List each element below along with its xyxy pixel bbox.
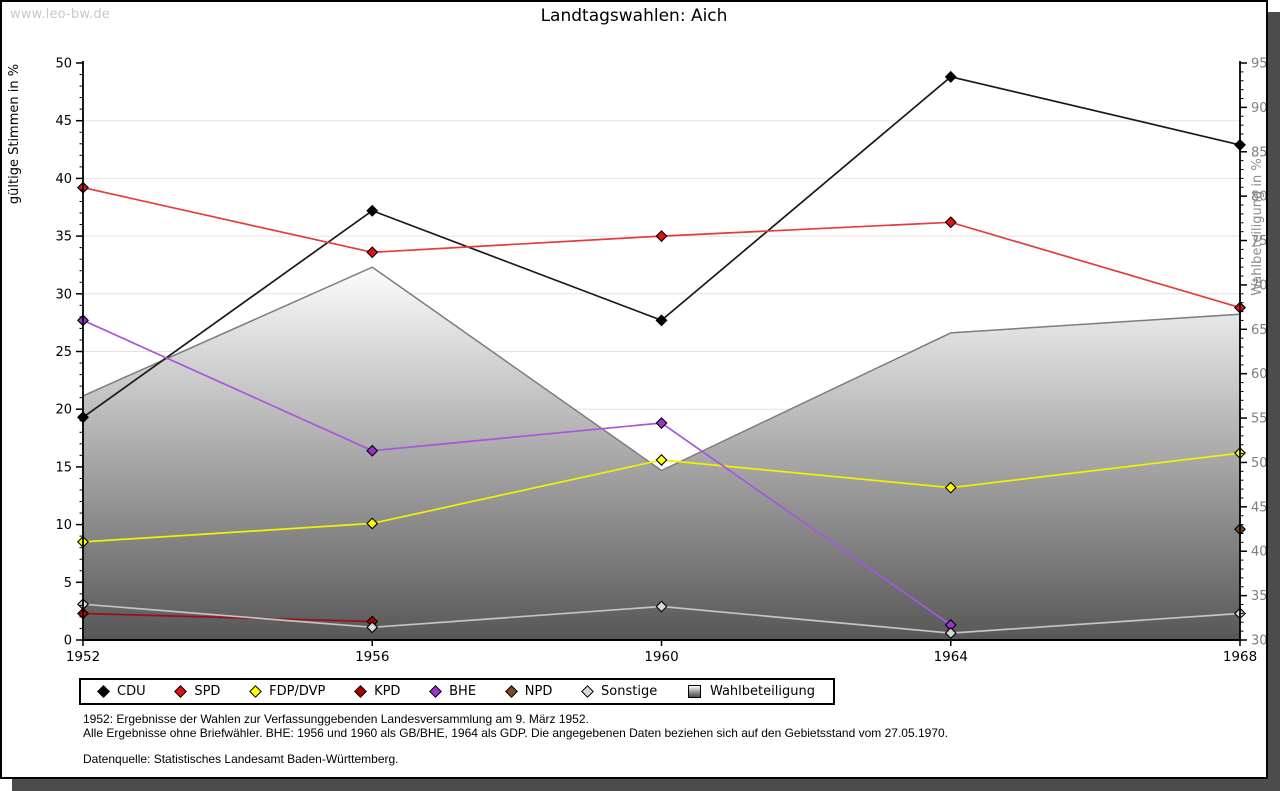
series-line-bhe (82, 319, 952, 626)
data-point (655, 600, 668, 613)
x-tick-label: 1964 (934, 649, 968, 665)
legend-item-npd: NPD (504, 684, 553, 699)
footnotes: 1952: Ergebnisse der Wahlen zur Verfassu… (83, 712, 1233, 767)
plot-area: 0 5 10 15 20 25 30 35 40 45 50 30 35 40 45 50 55 60 65 70 75… (2, 2, 1268, 672)
legend-item-spd: SPD (174, 684, 221, 699)
left-tick-label: 30 (55, 287, 72, 302)
data-point (655, 453, 668, 466)
data-point (366, 444, 379, 457)
data-point (655, 314, 668, 327)
chart-title: Landtagswahlen: Aich (540, 6, 728, 26)
left-tick-label: 15 (55, 460, 72, 475)
left-tick-label: 35 (55, 230, 72, 245)
left-tick-label: 0 (64, 634, 72, 649)
series-line-kpd (82, 612, 373, 623)
legend-label: BHE (449, 684, 477, 699)
right-tick-label: 60 (1251, 367, 1268, 382)
legend-swatch-wahlbeteiligung (687, 685, 701, 698)
left-tick-label: 40 (55, 172, 72, 187)
data-point (366, 621, 379, 634)
right-tick-label: 70 (1251, 278, 1268, 293)
footnote-source: Datenquelle: Statistisches Landesamt Bad… (83, 752, 399, 766)
right-tick-label: 95 (1251, 57, 1268, 72)
x-tick-label: 1952 (66, 649, 100, 665)
data-point (655, 417, 668, 430)
legend-item-fdp-dvp: FDP/DVP (249, 684, 326, 699)
legend-label: Wahlbeteiligung (709, 684, 815, 699)
chart-canvas: www.leo-bw.de Landtagswahlen: Aich 0 5 10 1… (0, 0, 1268, 779)
legend-swatch-fdp-dvp (249, 685, 262, 698)
data-point (944, 216, 957, 229)
data-point (655, 230, 668, 243)
right-tick-label: 55 (1251, 412, 1268, 427)
data-point (944, 481, 957, 494)
data-point (366, 204, 379, 217)
data-point (944, 627, 957, 640)
watermark: www.leo-bw.de (10, 7, 111, 22)
left-tick-label: 10 (55, 518, 72, 533)
legend-item-wahlbeteiligung: Wahlbeteiligung (687, 684, 815, 699)
legend-item-sonstige: Sonstige (581, 684, 658, 699)
x-tick-label: 1960 (644, 649, 678, 665)
legend: CDU SPD FDP/DVP KPD BHE NPD Sonstige Wahlbeteil… (79, 678, 835, 705)
left-tick-label: 25 (55, 345, 72, 360)
left-tick-label: 5 (64, 576, 72, 591)
legend-label: FDP/DVP (269, 684, 326, 699)
legend-swatch-sonstige (581, 685, 594, 698)
legend-swatch-bhe (429, 685, 443, 698)
legend-label: CDU (117, 684, 146, 699)
legend-label: NPD (524, 684, 553, 699)
right-tick-label: 85 (1251, 145, 1268, 160)
series-line-spd (82, 186, 1241, 309)
legend-item-kpd: KPD (354, 684, 401, 699)
legend-item-cdu: CDU (97, 684, 146, 699)
x-tick-label: 1956 (355, 649, 389, 665)
left-tick-label: 20 (55, 403, 72, 418)
legend-label: SPD (194, 684, 221, 699)
right-tick-label: 65 (1251, 323, 1268, 338)
data-point (366, 517, 379, 530)
left-tick-label: 45 (55, 114, 72, 129)
right-tick-label: 80 (1251, 190, 1268, 205)
right-tick-label: 45 (1251, 500, 1268, 515)
legend-swatch-spd (174, 685, 188, 698)
legend-label: Sonstige (601, 684, 658, 699)
legend-label: KPD (374, 684, 401, 699)
legend-swatch-cdu (97, 685, 110, 698)
legend-item-bhe: BHE (429, 684, 477, 699)
right-tick-label: 35 (1251, 589, 1268, 604)
right-tick-label: 75 (1251, 234, 1268, 249)
x-tick-label: 1968 (1223, 649, 1257, 665)
left-tick-label: 50 (55, 57, 72, 72)
footnote-line: Alle Ergebnisse ohne Briefwähler. BHE: 1… (83, 725, 949, 740)
right-tick-label: 30 (1251, 634, 1268, 649)
right-tick-label: 40 (1251, 545, 1268, 560)
right-tick-label: 90 (1251, 101, 1268, 116)
footnote-line: 1952: Ergebnisse der Wahlen zur Verfassu… (83, 712, 589, 726)
data-point (944, 70, 957, 83)
data-point (366, 246, 379, 259)
chart-svg: 0 5 10 15 20 25 30 35 40 45 50 30 35 40 45 50 55 60 65 70 75… (7, 57, 1268, 666)
right-tick-label: 50 (1251, 456, 1268, 471)
right-axis-title: Wahlbeteiligung in % (1250, 158, 1265, 295)
left-axis-title: gültige Stimmen in % (7, 64, 22, 204)
legend-swatch-npd (504, 685, 518, 698)
legend-swatch-kpd (354, 685, 367, 698)
